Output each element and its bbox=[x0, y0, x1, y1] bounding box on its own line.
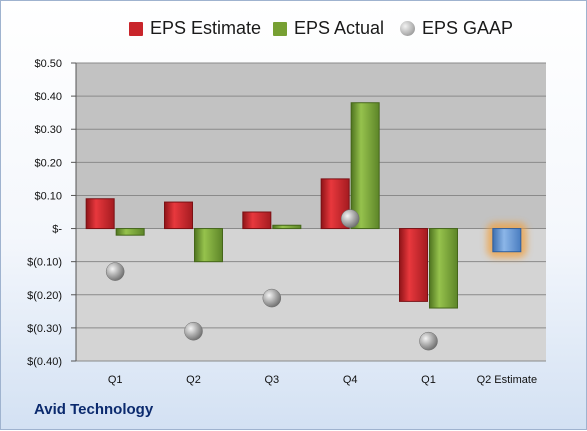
y-tick-label: $- bbox=[52, 224, 62, 236]
y-tick-label: $0.30 bbox=[34, 124, 62, 136]
bar-eps-actual bbox=[350, 102, 380, 230]
x-tick-label: Q3 bbox=[264, 374, 279, 386]
point-eps-gaap bbox=[419, 331, 438, 351]
legend-swatch-estimate bbox=[129, 21, 143, 36]
bar-eps-estimate-highlight bbox=[492, 228, 522, 253]
point-eps-gaap bbox=[262, 288, 282, 308]
point-eps-gaap bbox=[105, 262, 125, 281]
x-tick-label: Q2 bbox=[186, 374, 201, 386]
legend-label-estimate: EPS Estimate bbox=[150, 18, 262, 38]
bar-eps-estimate bbox=[164, 201, 193, 230]
y-tick-label: $0.50 bbox=[34, 58, 62, 70]
legend-label-actual: EPS Actual bbox=[294, 18, 385, 38]
bar-eps-actual bbox=[429, 228, 458, 309]
x-tick-label: Q1 bbox=[421, 374, 436, 386]
y-tick-label: $0.40 bbox=[34, 91, 62, 103]
point-eps-gaap bbox=[184, 321, 203, 341]
legend-item-eps-gaap: EPS GAAP bbox=[400, 18, 513, 39]
bar-eps-actual bbox=[115, 228, 145, 236]
y-tick-label: $0.10 bbox=[34, 190, 62, 202]
legend: EPS Estimate EPS Actual EPS GAAP bbox=[1, 18, 587, 42]
y-tick-label: $0.20 bbox=[34, 157, 62, 169]
y-tick-label: $(0.20) bbox=[27, 290, 62, 302]
legend-item-eps-actual: EPS Actual bbox=[273, 18, 384, 39]
legend-swatch-gaap bbox=[400, 21, 415, 36]
x-tick-label: Q2 Estimate bbox=[477, 374, 538, 386]
legend-item-eps-estimate: EPS Estimate bbox=[129, 18, 261, 39]
company-name: Avid Technology bbox=[34, 401, 154, 418]
legend-swatch-actual bbox=[273, 21, 287, 36]
x-tick-label: Q4 bbox=[343, 374, 358, 386]
x-tick-label: Q1 bbox=[108, 374, 123, 386]
bar-eps-estimate bbox=[85, 198, 115, 230]
bar-eps-actual bbox=[272, 224, 302, 230]
y-tick-label: $(0.30) bbox=[27, 323, 62, 335]
y-tick-label: $(0.40) bbox=[27, 356, 62, 368]
legend-label-gaap: EPS GAAP bbox=[422, 18, 514, 38]
bar-eps-estimate bbox=[242, 211, 272, 230]
bar-eps-estimate bbox=[399, 228, 428, 302]
y-tick-label: $(0.10) bbox=[27, 257, 62, 269]
point-eps-gaap bbox=[340, 209, 360, 228]
bar-eps-actual bbox=[194, 228, 223, 263]
